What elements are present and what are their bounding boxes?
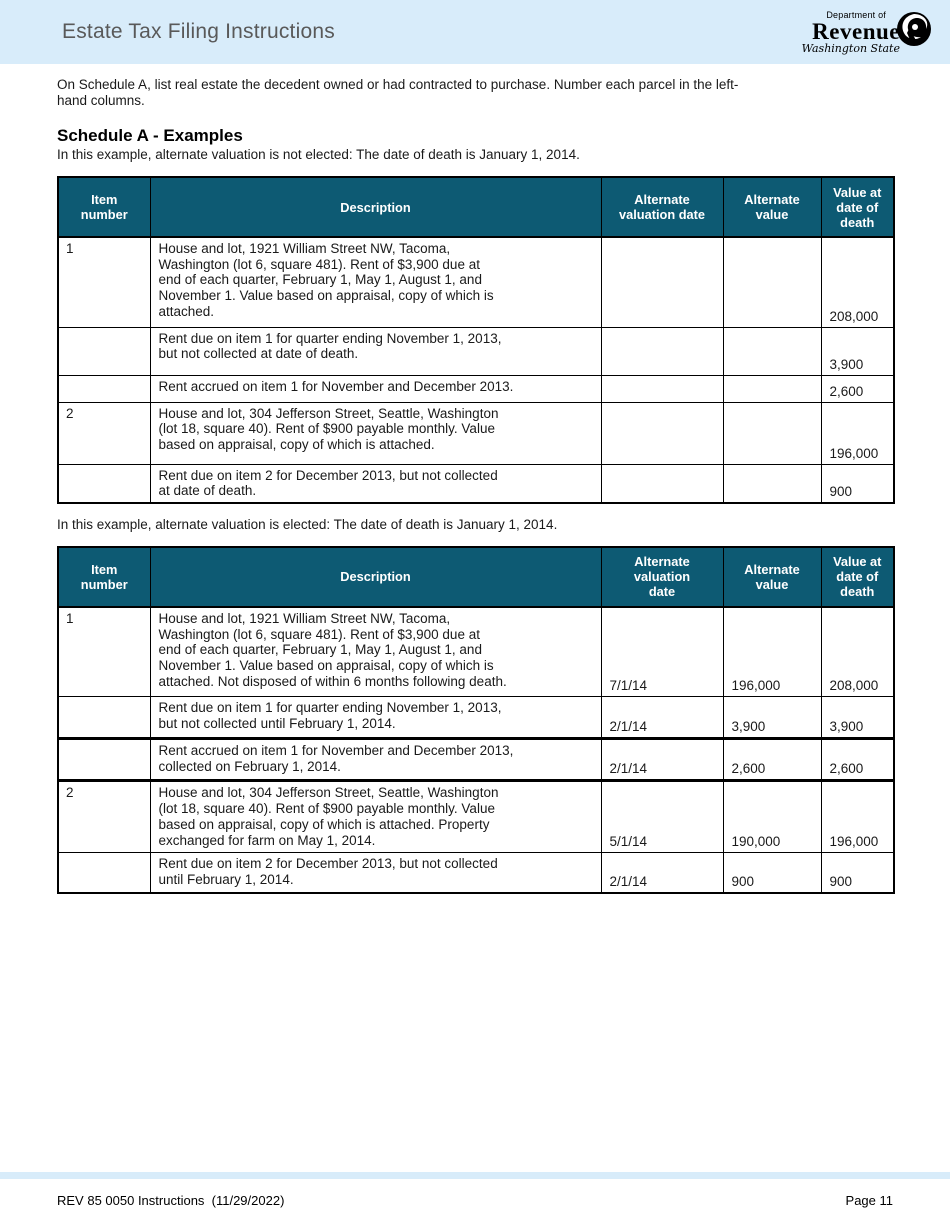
alt-valuation-date-cell: 2/1/14 bbox=[600, 696, 724, 740]
page-content: On Schedule A, list real estate the dece… bbox=[0, 64, 950, 894]
description-cell: Rent due on item 1 for quarter ending No… bbox=[149, 326, 602, 376]
item-number-cell: 1 bbox=[57, 606, 151, 698]
dor-logo-text: Department of Revenue Washington State bbox=[786, 9, 900, 55]
description-cell: House and lot, 1921 William Street NW, T… bbox=[149, 236, 602, 328]
dor-logo: Department of Revenue Washington State bbox=[786, 9, 934, 55]
alt-value-cell: 3,900 bbox=[722, 696, 822, 740]
col-header-alt-valuation-date: Alternate valuation date bbox=[600, 546, 724, 608]
alt-value-cell: 2,600 bbox=[722, 737, 822, 782]
value-at-death-cell: 208,000 bbox=[820, 236, 895, 328]
item-number-cell: 2 bbox=[57, 401, 151, 465]
table2-header-row: Item number Description Alternate valuat… bbox=[57, 546, 895, 608]
col-header-alt-valuation-date: Alternate valuation date bbox=[600, 176, 724, 238]
footer-page-number: Page 11 bbox=[845, 1193, 893, 1208]
col-header-value-at-death: Value at date of death bbox=[820, 176, 895, 238]
table-row: Rent accrued on item 1 for November and … bbox=[57, 737, 895, 782]
value-at-death-cell: 196,000 bbox=[820, 401, 895, 465]
logo-revenue: Revenue bbox=[812, 18, 900, 44]
table-row: 1 House and lot, 1921 William Street NW,… bbox=[57, 236, 895, 328]
description-cell: Rent accrued on item 1 for November and … bbox=[149, 737, 602, 782]
alt-value-cell: 196,000 bbox=[722, 606, 822, 698]
value-at-death-cell: 900 bbox=[820, 463, 895, 504]
value-at-death-cell: 196,000 bbox=[820, 779, 895, 854]
table-row: 2 House and lot, 304 Jefferson Street, S… bbox=[57, 779, 895, 854]
alt-value-cell: 900 bbox=[722, 852, 822, 894]
item-number-cell: 1 bbox=[57, 236, 151, 328]
table-row: 2 House and lot, 304 Jefferson Street, S… bbox=[57, 401, 895, 465]
table1-caption: In this example, alternate valuation is … bbox=[57, 147, 580, 162]
value-at-death-cell: 3,900 bbox=[820, 326, 895, 376]
value-at-death-cell: 900 bbox=[820, 852, 895, 894]
table-row: Rent due on item 2 for December 2013, bu… bbox=[57, 852, 895, 894]
logo-washington-state: Washington State bbox=[801, 41, 900, 55]
footer-doc-number: REV 85 0050 Instructions (11/29/2022) bbox=[57, 1193, 285, 1208]
table1-header-row: Item number Description Alternate valuat… bbox=[57, 176, 895, 238]
table-row: 1 House and lot, 1921 William Street NW,… bbox=[57, 606, 895, 698]
item-number-cell bbox=[57, 374, 151, 403]
page-title: Estate Tax Filing Instructions bbox=[62, 20, 335, 43]
footer: REV 85 0050 Instructions (11/29/2022) Pa… bbox=[57, 1193, 893, 1208]
section-heading: Schedule A - Examples bbox=[57, 126, 243, 145]
item-number-cell bbox=[57, 737, 151, 782]
col-header-value-at-death: Value at date of death bbox=[820, 546, 895, 608]
alt-value-cell bbox=[722, 236, 822, 328]
col-header-description: Description bbox=[149, 176, 602, 238]
value-at-death-cell: 3,900 bbox=[820, 696, 895, 740]
table-row: Rent accrued on item 1 for November and … bbox=[57, 374, 895, 403]
col-header-alt-value: Alternate value bbox=[722, 546, 822, 608]
description-cell: Rent accrued on item 1 for November and … bbox=[149, 374, 602, 403]
logo-department-of: Department of bbox=[826, 9, 886, 20]
description-cell: House and lot, 304 Jefferson Street, Sea… bbox=[149, 401, 602, 465]
col-header-item-number: Item number bbox=[57, 176, 151, 238]
schedule-a-table-elected: Item number Description Alternate valuat… bbox=[57, 545, 895, 894]
footer-divider bbox=[0, 1172, 950, 1179]
alt-value-cell bbox=[722, 401, 822, 465]
alt-value-cell bbox=[722, 326, 822, 376]
alt-valuation-date-cell bbox=[600, 374, 724, 403]
description-cell: Rent due on item 1 for quarter ending No… bbox=[149, 696, 602, 740]
item-number-cell bbox=[57, 326, 151, 376]
item-number-cell bbox=[57, 463, 151, 504]
alt-valuation-date-cell: 2/1/14 bbox=[600, 737, 724, 782]
description-cell: Rent due on item 2 for December 2013, bu… bbox=[149, 852, 602, 894]
value-at-death-cell: 208,000 bbox=[820, 606, 895, 698]
alt-valuation-date-cell bbox=[600, 463, 724, 504]
alt-valuation-date-cell: 7/1/14 bbox=[600, 606, 724, 698]
col-header-item-number: Item number bbox=[57, 546, 151, 608]
description-cell: Rent due on item 2 for December 2013, bu… bbox=[149, 463, 602, 504]
item-number-cell bbox=[57, 696, 151, 740]
description-cell: House and lot, 1921 William Street NW, T… bbox=[149, 606, 602, 698]
schedule-a-table-not-elected: Item number Description Alternate valuat… bbox=[57, 176, 895, 504]
description-cell: House and lot, 304 Jefferson Street, Sea… bbox=[149, 779, 602, 854]
table-row: Rent due on item 1 for quarter ending No… bbox=[57, 696, 895, 740]
alt-value-cell: 190,000 bbox=[722, 779, 822, 854]
value-at-death-cell: 2,600 bbox=[820, 374, 895, 403]
alt-valuation-date-cell bbox=[600, 326, 724, 376]
table2-caption: In this example, alternate valuation is … bbox=[57, 516, 558, 532]
alt-valuation-date-cell: 5/1/14 bbox=[600, 779, 724, 854]
item-number-cell: 2 bbox=[57, 779, 151, 854]
revenue-swirl-icon bbox=[897, 12, 931, 46]
alt-valuation-date-cell bbox=[600, 401, 724, 465]
alt-value-cell bbox=[722, 374, 822, 403]
col-header-description: Description bbox=[149, 546, 602, 608]
alt-value-cell bbox=[722, 463, 822, 504]
table-row: Rent due on item 2 for December 2013, bu… bbox=[57, 463, 895, 504]
alt-valuation-date-cell bbox=[600, 236, 724, 328]
col-header-alt-value: Alternate value bbox=[722, 176, 822, 238]
item-number-cell bbox=[57, 852, 151, 894]
alt-valuation-date-cell: 2/1/14 bbox=[600, 852, 724, 894]
table-row: Rent due on item 1 for quarter ending No… bbox=[57, 326, 895, 376]
intro-paragraph: On Schedule A, list real estate the dece… bbox=[57, 77, 739, 108]
value-at-death-cell: 2,600 bbox=[820, 737, 895, 782]
header-band: Estate Tax Filing Instructions Departmen… bbox=[0, 0, 950, 64]
